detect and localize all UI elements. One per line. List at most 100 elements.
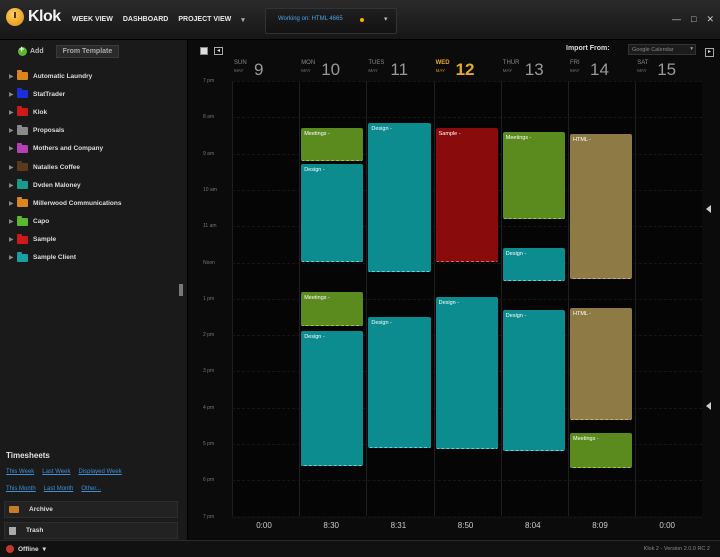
calendar-event[interactable]: Design - [368, 316, 431, 448]
expand-arrow-icon[interactable]: ▶ [9, 128, 14, 135]
time-label: 7 pm [203, 513, 215, 520]
project-item[interactable]: ▶ Automatic Laundry [0, 67, 187, 85]
import-source-select[interactable]: Google Calendar [628, 44, 696, 55]
collapse-left-icon[interactable]: ◂ [214, 47, 223, 55]
month-label: MAY [234, 68, 244, 73]
from-template-button[interactable]: From Template [55, 44, 120, 58]
expand-right-icon[interactable]: ▸ [705, 48, 714, 57]
expand-arrow-icon[interactable]: ▶ [9, 91, 14, 98]
close-button[interactable]: ✕ [706, 14, 714, 24]
archive-button[interactable]: Archive [4, 501, 178, 518]
time-label: 8 am [203, 114, 215, 121]
folder-icon [17, 215, 28, 226]
project-name: Natalies Coffee [33, 163, 80, 171]
time-label: 11 am [203, 223, 217, 230]
project-item[interactable]: ▶ Sample Client [0, 249, 187, 267]
nav-project-view[interactable]: PROJECT VIEW [178, 16, 232, 23]
trash-button[interactable]: Trash [4, 522, 178, 539]
calendar-event[interactable]: HTML - [570, 133, 633, 279]
calendar-event[interactable]: Meetings - [301, 291, 364, 327]
calendar-event[interactable]: Design - [368, 122, 431, 272]
calendar-event[interactable]: Meetings - [502, 131, 565, 219]
offline-status[interactable]: Offline ▾ [6, 545, 46, 553]
day-total: 8:31 [390, 521, 407, 530]
calendar-event[interactable]: Meetings - [301, 128, 364, 161]
week-grid[interactable]: Meetings - Design - Meetings - Design - Desi… [232, 81, 702, 518]
nav-dashboard[interactable]: DASHBOARD [122, 16, 169, 23]
project-item[interactable]: ▶ Mothers and Company [0, 140, 187, 158]
day-of-week: THUR [502, 60, 520, 66]
day-header[interactable]: SUN MAY 9 [234, 60, 301, 82]
nav-dropdown-icon[interactable]: ▾ [241, 17, 245, 24]
day-header[interactable]: FRI MAY 14 [570, 60, 637, 82]
project-item[interactable]: ▶ StatTrader [0, 85, 187, 103]
calendar-event[interactable]: Design - [301, 164, 364, 263]
chevron-down-icon[interactable]: ▾ [384, 16, 388, 23]
expand-arrow-icon[interactable]: ▶ [9, 219, 14, 226]
time-label: 6 pm [203, 477, 215, 484]
add-button[interactable]: Add [18, 44, 44, 56]
time-label: 7 pm [203, 78, 215, 84]
day-number: 14 [590, 60, 609, 79]
day-column[interactable] [433, 81, 501, 516]
scrollbar-handle[interactable] [179, 284, 183, 296]
link-displayed-week[interactable]: Displayed Week [78, 469, 122, 475]
day-header[interactable]: SAT MAY 15 [637, 60, 704, 82]
link-last-week[interactable]: Last Week [42, 469, 71, 475]
calendar-event[interactable]: Design - [301, 331, 364, 466]
link-this-month[interactable]: This Month [6, 486, 36, 492]
project-name: Millerwood Communications [33, 199, 122, 207]
day-column[interactable] [232, 81, 299, 516]
expand-arrow-icon[interactable]: ▶ [9, 73, 14, 80]
link-last-month[interactable]: Last Month [43, 486, 74, 492]
day-column[interactable] [299, 81, 366, 516]
link-this-week[interactable]: This Week [6, 469, 35, 475]
day-header[interactable]: TUES MAY 11 [368, 60, 435, 82]
project-item[interactable]: ▶ Capo [0, 213, 187, 231]
working-on-selector[interactable]: Working on: HTML 4665 ▾ [265, 8, 397, 34]
day-total: 8:09 [592, 521, 608, 530]
calendar-event[interactable]: Meetings - [570, 433, 633, 468]
day-column[interactable] [568, 81, 635, 516]
version-text: Klok 2 - Version 2.0.0 RC 2 [643, 546, 710, 552]
day-header[interactable]: WED MAY 12 [436, 60, 503, 82]
calendar-event[interactable]: Design - [502, 247, 565, 281]
expand-arrow-icon[interactable]: ▶ [9, 182, 14, 189]
day-total: 0:00 [256, 521, 272, 530]
project-item[interactable]: ▶ Proposals [0, 122, 187, 140]
expand-arrow-icon[interactable]: ▶ [9, 200, 14, 207]
project-item[interactable]: ▶ Millerwood Communications [0, 194, 187, 212]
hour-line [232, 480, 702, 482]
archive-label: Archive [29, 506, 53, 513]
scroll-up-arrow-icon[interactable] [706, 205, 711, 213]
expand-arrow-icon[interactable]: ▶ [9, 146, 14, 153]
calendar-event[interactable]: Sample - [435, 128, 498, 263]
expand-arrow-icon[interactable]: ▶ [9, 255, 14, 262]
day-header[interactable]: MON MAY 10 [301, 60, 368, 82]
expand-arrow-icon[interactable]: ▶ [9, 237, 14, 244]
calendar-event[interactable]: Design - [502, 309, 565, 452]
maximize-button[interactable]: □ [691, 14, 697, 24]
scroll-down-arrow-icon[interactable] [706, 402, 711, 410]
expand-arrow-icon[interactable]: ▶ [9, 109, 14, 116]
calendar-icon[interactable] [200, 47, 208, 55]
project-item[interactable]: ▶ Dvden Maloney [0, 176, 187, 194]
day-column[interactable] [500, 81, 568, 516]
day-column[interactable] [366, 81, 433, 516]
time-label: 1 pm [203, 295, 215, 302]
project-item[interactable]: ▶ Sample [0, 231, 187, 249]
day-column[interactable] [635, 81, 702, 516]
calendar-event[interactable]: Design - [435, 296, 498, 450]
project-item[interactable]: ▶ Natalies Coffee [0, 158, 187, 176]
minimize-button[interactable]: — [672, 14, 682, 24]
month-label: MAY [368, 68, 378, 73]
expand-arrow-icon[interactable]: ▶ [9, 164, 14, 171]
add-label: Add [30, 47, 44, 55]
calendar-event[interactable]: HTML - [570, 307, 633, 421]
day-of-week: MON [301, 60, 316, 66]
day-header[interactable]: THUR MAY 13 [503, 60, 570, 82]
project-item[interactable]: ▶ Klok [0, 103, 187, 121]
hour-line [232, 81, 702, 82]
nav-week-view[interactable]: WEEK VIEW [72, 16, 113, 23]
link-other[interactable]: Other... [81, 486, 102, 492]
